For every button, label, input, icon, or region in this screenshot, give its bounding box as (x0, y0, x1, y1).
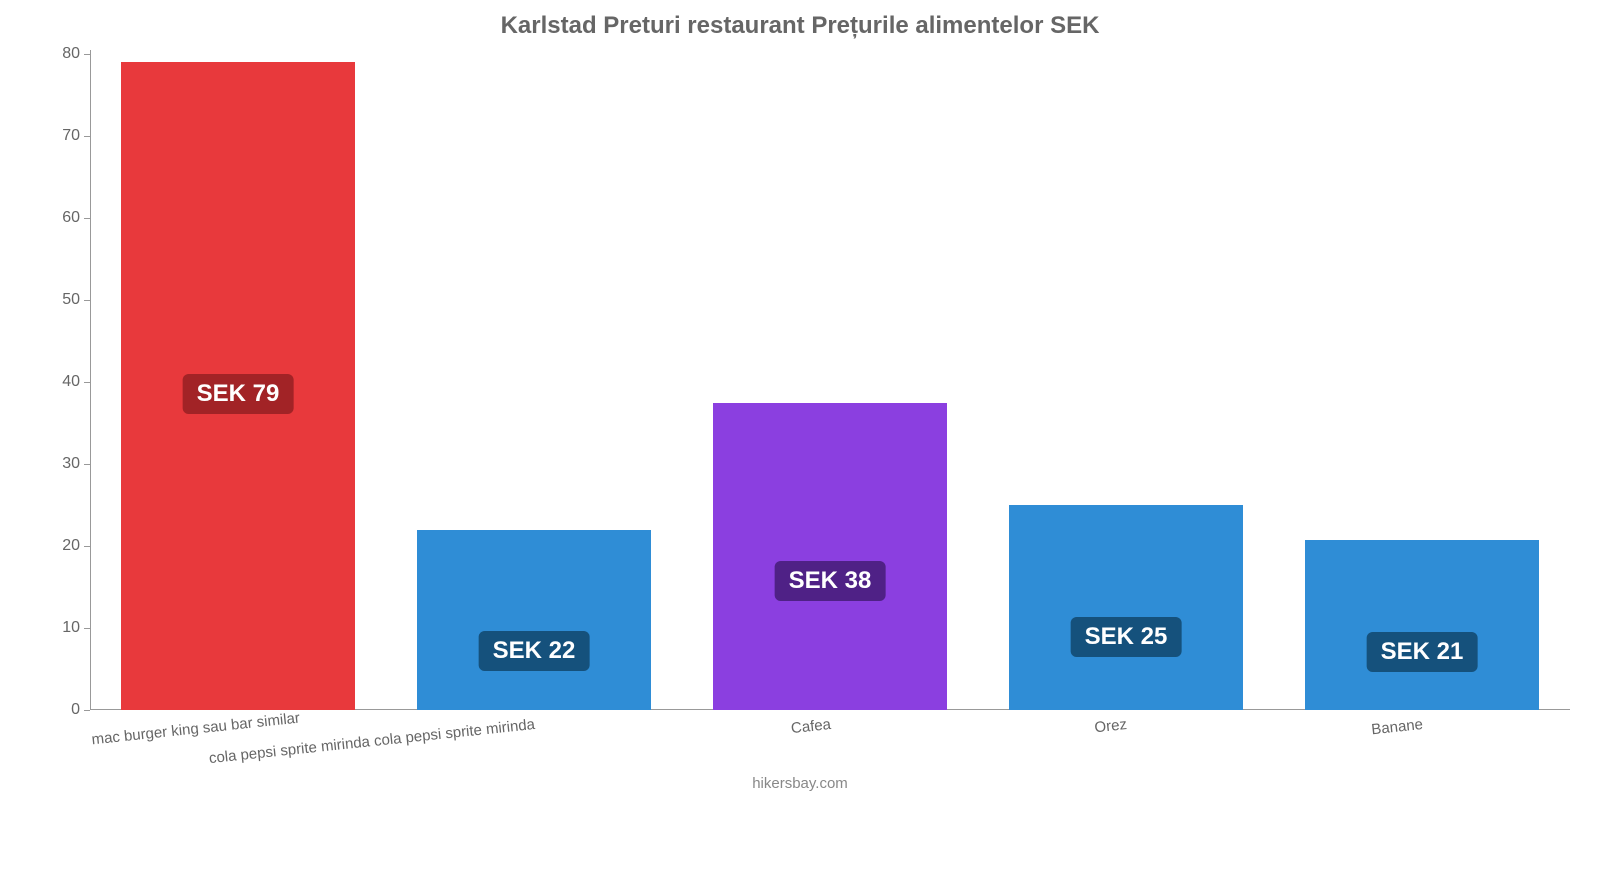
y-tick-label: 0 (71, 701, 90, 719)
bar-value-label: SEK 38 (775, 561, 886, 601)
bar (1009, 505, 1243, 710)
bar (417, 530, 651, 710)
bar-value-label: SEK 79 (183, 374, 294, 414)
y-tick-label: 60 (62, 209, 90, 227)
bar-value-label: SEK 22 (479, 631, 590, 671)
y-tick-label: 70 (62, 127, 90, 145)
chart-title: Karlstad Preturi restaurant Prețurile al… (0, 0, 1600, 40)
y-tick-label: 50 (62, 291, 90, 309)
price-chart: Karlstad Preturi restaurant Prețurile al… (0, 0, 1600, 800)
bar-value-label: SEK 25 (1071, 617, 1182, 657)
chart-footer: hikersbay.com (0, 775, 1600, 792)
y-tick-label: 10 (62, 619, 90, 637)
y-tick-label: 30 (62, 455, 90, 473)
bar-value-label: SEK 21 (1367, 632, 1478, 672)
bar (713, 403, 947, 710)
bar (1305, 540, 1539, 710)
plot-area: 01020304050607080SEK 79mac burger king s… (90, 50, 1570, 710)
y-axis-line (90, 50, 91, 710)
x-tick-label: mac burger king sau bar similar (91, 716, 240, 748)
y-tick-label: 40 (62, 373, 90, 391)
y-tick-label: 80 (62, 45, 90, 63)
y-tick-label: 20 (62, 537, 90, 555)
